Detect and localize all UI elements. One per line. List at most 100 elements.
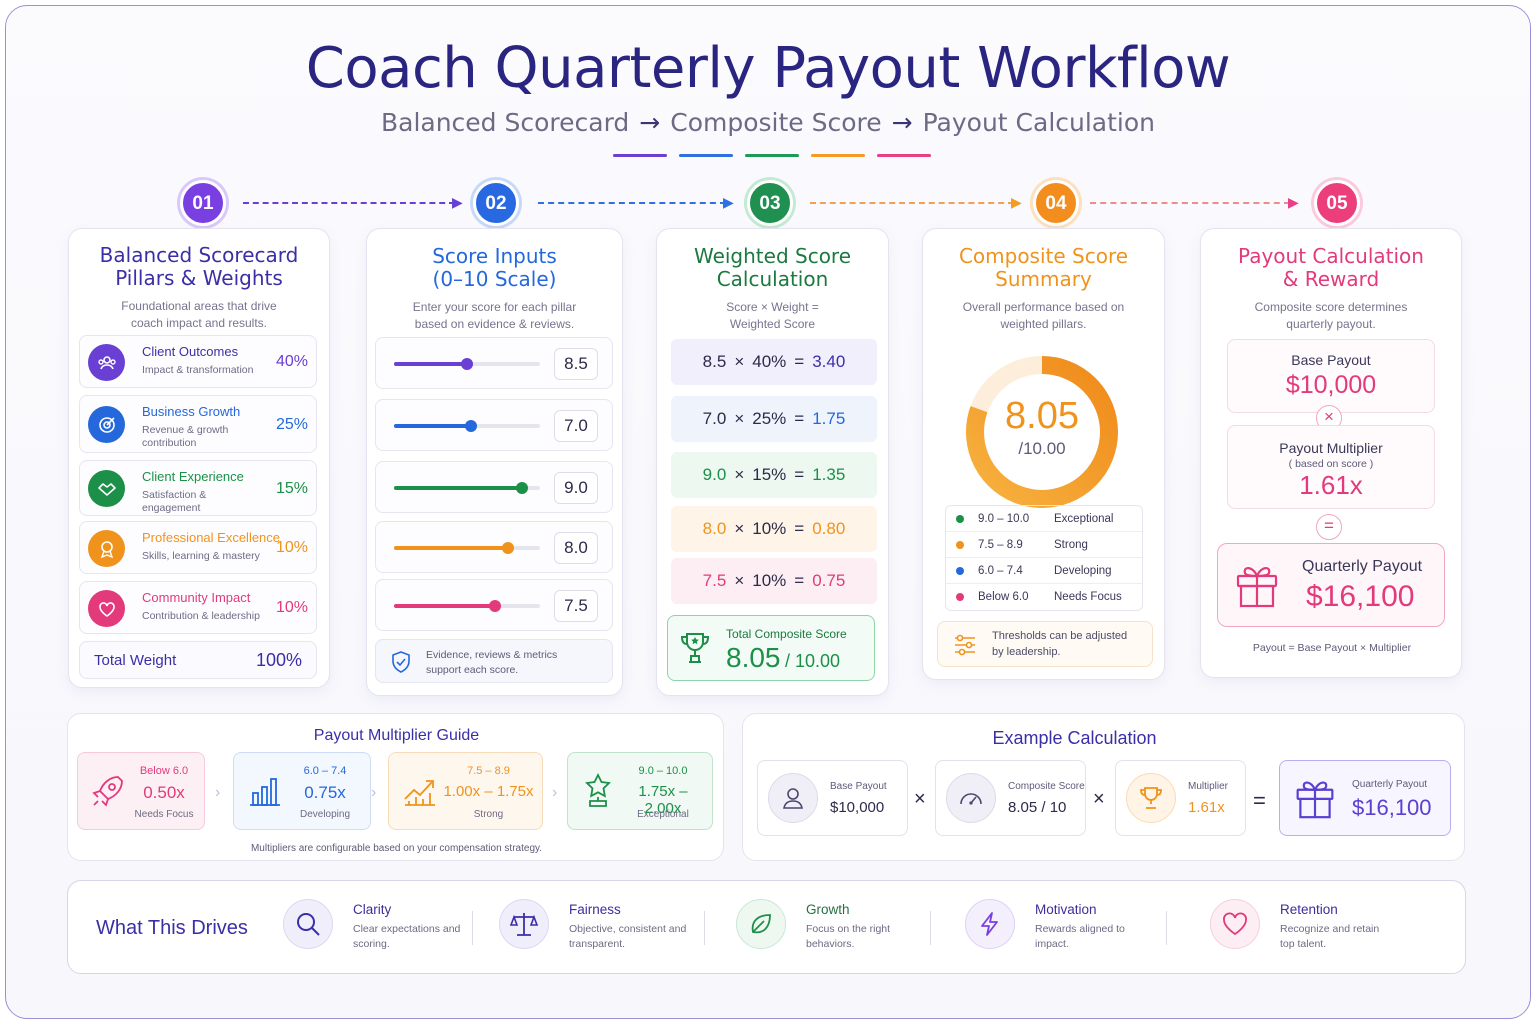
- pillar-name: Client Experience: [142, 469, 244, 484]
- row-result: 0.75: [812, 571, 846, 590]
- magnifier-icon: [283, 899, 333, 949]
- pillar-subtitle: Revenue & growth contribution: [142, 424, 229, 449]
- drive-description: Focus on the right behaviors.: [806, 923, 891, 950]
- example-value: $16,100: [1352, 795, 1432, 820]
- tier-label: Strong: [473, 809, 504, 820]
- arrow-right-icon: ▶: [1288, 194, 1299, 210]
- score-slider[interactable]: [394, 542, 540, 554]
- multiplier-value: 1.61x: [1299, 470, 1363, 500]
- score-slider-row: 8.0: [375, 521, 613, 573]
- pillar-community-impact[interactable]: Community Impact Contribution & leadersh…: [79, 581, 317, 634]
- card-title-line: (0–10 Scale): [432, 267, 557, 291]
- multiplier-guide-panel: Payout Multiplier Guide Below 6.0 0.50x …: [67, 713, 724, 861]
- card-desc-line: Weighted Score: [729, 317, 816, 331]
- card-title-line: Balanced Scorecard: [99, 243, 299, 267]
- row-weight: 40%: [752, 352, 787, 371]
- example-title: Example Calculation: [992, 728, 1157, 748]
- row-score: 7.0: [702, 409, 727, 428]
- multiplier-box: Payout Multiplier ( based on score ) 1.6…: [1227, 425, 1435, 509]
- example-calculation-panel: Example Calculation Base Payout $10,000 …: [742, 713, 1465, 861]
- card-title-line: Payout Calculation: [1238, 244, 1424, 268]
- slider-handle[interactable]: [465, 420, 478, 432]
- note-line: by leadership.: [992, 646, 1061, 658]
- row-weight: 25%: [752, 409, 787, 428]
- card-title-line: & Reward: [1282, 267, 1380, 291]
- what-this-drives-panel: What This Drives Clarity Clear expectati…: [67, 880, 1466, 974]
- pillar-weight: 15%: [275, 480, 308, 497]
- card-description: Foundational areas that drive coach impa…: [69, 298, 329, 332]
- star-trophy-icon: [578, 771, 618, 811]
- score-slider[interactable]: [394, 420, 540, 432]
- tier-multiplier: 1.75x – 2.00x: [638, 783, 688, 817]
- base-payout-value: $10,000: [1285, 371, 1377, 399]
- note-line: support each score.: [426, 664, 519, 676]
- score-slider[interactable]: [394, 358, 540, 370]
- pillar-weight: 10%: [275, 599, 308, 616]
- card-desc-line: Foundational areas that drive: [121, 299, 277, 313]
- score-input[interactable]: 7.5: [554, 590, 598, 622]
- example-base-payout: Base Payout $10,000: [757, 760, 908, 836]
- step-badge-03: 03: [747, 180, 793, 226]
- slider-fill: [394, 546, 508, 550]
- equals-icon: =: [794, 465, 805, 484]
- arrow-right-icon: ▶: [452, 194, 463, 210]
- legend-dot: [956, 593, 964, 601]
- card-desc-line: Score × Weight =: [726, 300, 819, 314]
- gauge-icon: [946, 773, 996, 823]
- pillar-professional-excellence[interactable]: Professional Excellence Skills, learning…: [79, 521, 317, 574]
- pillar-business-growth[interactable]: Business Growth Revenue & growth contrib…: [79, 395, 317, 453]
- example-composite-score: Composite Score 8.05 / 10: [935, 760, 1086, 836]
- arrow-right-icon: ▶: [723, 194, 734, 210]
- weighted-row: 7.5 × 10% = 0.75: [671, 558, 877, 604]
- score-slider[interactable]: [394, 482, 540, 494]
- score-slider-row: 8.5: [375, 337, 613, 389]
- score-input[interactable]: 8.0: [554, 532, 598, 564]
- pillar-weight: 40%: [275, 353, 308, 370]
- times-icon: ×: [734, 519, 745, 538]
- card-title-line: Calculation: [716, 267, 829, 291]
- page-title: Coach Quarterly Payout Workflow: [305, 36, 1231, 101]
- score-input[interactable]: 9.0: [554, 472, 598, 504]
- slider-handle[interactable]: [516, 482, 529, 494]
- composite-score-value: 8.05: [726, 642, 781, 673]
- pillar-subtitle: Satisfaction & engagement: [142, 489, 207, 514]
- row-weight: 10%: [752, 571, 787, 590]
- legend-row: 9.0 – 10.0 Exceptional: [946, 506, 1142, 532]
- pillar-client-experience[interactable]: Client Experience Satisfaction & engagem…: [79, 460, 317, 516]
- heart-icon: [1210, 899, 1260, 949]
- equals-icon: =: [794, 519, 805, 538]
- score-input[interactable]: 8.5: [554, 348, 598, 380]
- accent-bar: [679, 154, 733, 157]
- tier-multiplier: 0.75x: [304, 783, 346, 802]
- drive-title: Retention: [1280, 902, 1338, 917]
- equals-icon: =: [1316, 514, 1342, 540]
- slider-handle[interactable]: [501, 542, 514, 554]
- composite-donut-chart: [966, 356, 1118, 508]
- accent-bar: [613, 154, 667, 157]
- slider-handle[interactable]: [488, 600, 501, 612]
- tier-range: 6.0 – 7.4: [303, 765, 347, 777]
- slider-handle[interactable]: [461, 358, 473, 370]
- total-composite-value: 8.05 / 10.00: [726, 642, 840, 674]
- step-connector: [243, 202, 455, 204]
- pillar-client-outcomes[interactable]: Client Outcomes Impact & transformation …: [79, 335, 317, 388]
- total-composite-label: Total Composite Score: [726, 627, 847, 641]
- drive-title: Clarity: [353, 902, 392, 917]
- card-title: Balanced Scorecard Pillars & Weights: [69, 244, 329, 290]
- total-weight-row: Total Weight 100%: [79, 641, 317, 679]
- score-slider[interactable]: [394, 600, 540, 612]
- chevron-right-icon: ›: [552, 784, 558, 801]
- slider-fill: [394, 604, 495, 608]
- divider: [930, 911, 931, 945]
- arrow-right-icon: ▶: [1011, 194, 1022, 210]
- score-input[interactable]: 7.0: [554, 410, 598, 442]
- composite-score-max-label: /10.00: [1018, 439, 1066, 458]
- tier-label: Needs Focus: [134, 809, 194, 820]
- subtitle-arrow-icon: →: [891, 108, 913, 137]
- row-weight: 15%: [752, 465, 787, 484]
- trophy-icon: [1126, 773, 1176, 823]
- multiplier-tier-exceptional: 9.0 – 10.0 1.75x – 2.00x Exceptional: [567, 752, 713, 830]
- slider-fill: [394, 424, 472, 428]
- subtitle-step-composite: Composite Score: [670, 108, 882, 137]
- card-payout-calculation: Payout Calculation & Reward Composite sc…: [1200, 228, 1462, 678]
